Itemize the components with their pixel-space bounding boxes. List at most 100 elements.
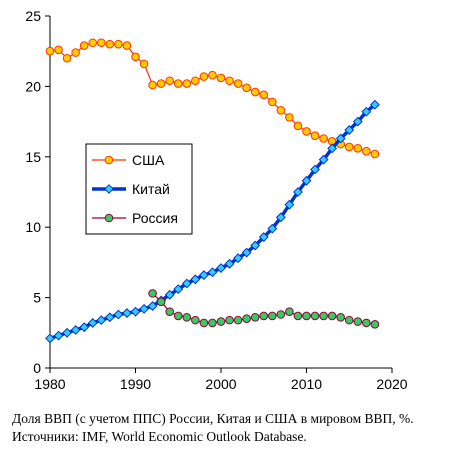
data-point-russia [302,311,311,321]
data-point-russia [285,307,294,316]
y-tick-label: 0 [33,360,41,376]
data-point-china [96,315,107,326]
data-point-usa [302,127,311,136]
data-point-usa [97,38,106,48]
data-point-china [335,133,346,144]
data-point-russia [293,311,303,321]
y-tick-label: 15 [25,149,41,165]
data-point-usa [208,70,217,80]
data-point-usa [259,90,269,100]
legend-marker-usa [104,155,114,165]
data-point-russia [268,311,277,321]
data-point-usa [268,97,277,107]
data-point-china [267,223,278,234]
data-point-usa [54,45,63,55]
data-point-russia [250,313,260,322]
data-point-russia [327,311,337,321]
legend-marker-china [104,184,114,194]
caption-line-2: Источники: IMF, World Economic Outlook D… [12,429,307,444]
data-point-china [104,312,115,323]
data-point-china [310,164,320,175]
data-point-china [293,187,303,197]
data-point-russia [362,318,371,328]
data-point-russia [319,311,328,321]
data-point-usa [353,144,363,153]
data-point-usa [156,79,166,88]
data-point-usa [225,76,234,86]
data-point-china [216,263,226,273]
data-point-china [173,284,184,295]
data-point-china [233,253,244,264]
data-point-usa [344,142,354,152]
series-russia [148,289,380,329]
data-point-usa [139,59,149,69]
data-point-china [301,175,312,186]
chart: 0 5 10 15 20 25 1980 1990 2000 2010 2020 США Китай Р… [25,8,407,392]
data-point-russia [233,315,243,325]
data-point-china [207,267,218,278]
data-point-usa [114,39,123,49]
data-point-russia [276,310,286,319]
data-point-usa [285,113,294,122]
data-point-china [45,333,55,344]
data-point-usa [88,38,98,48]
data-point-china [113,309,124,320]
data-point-usa [362,146,371,156]
legend-label-china: Китай [132,181,170,197]
data-point-usa [370,149,380,159]
data-point-usa [293,121,303,131]
data-point-russia [310,311,320,321]
data-point-china [369,99,380,110]
y-tick-label: 25 [25,8,41,24]
data-point-russia [199,318,209,328]
data-point-russia [208,318,217,328]
data-point-china [318,154,329,165]
data-point-russia [225,315,234,325]
data-point-china [327,143,338,154]
data-point-usa [105,39,115,49]
data-point-usa [276,106,286,115]
data-point-usa [79,41,89,50]
axes-layer: 0 5 10 15 20 25 1980 1990 2000 2010 2020 [25,8,407,392]
data-point-china [224,258,235,269]
data-point-russia [216,317,226,326]
legend-label-russia: Россия [132,210,178,226]
data-point-russia [173,311,183,321]
data-point-usa [148,80,157,90]
data-point-china [87,318,98,328]
data-point-usa [250,87,260,97]
data-point-china [181,278,192,289]
series-layer [45,38,380,344]
data-point-russia [370,320,380,329]
data-point-usa [199,72,209,81]
data-point-china [79,322,90,333]
data-point-china [250,240,261,251]
data-point-china [164,289,175,300]
data-point-china [139,303,149,314]
data-point-usa [71,48,80,57]
x-tick-label: 1990 [120,376,151,392]
data-point-russia [336,313,346,322]
data-point-china [352,116,363,127]
data-point-russia [182,313,192,322]
data-point-usa [165,76,174,86]
data-point-china [361,106,372,117]
data-point-china [258,232,269,242]
data-point-russia [191,315,200,325]
data-point-usa [319,134,328,143]
data-point-usa [233,79,243,88]
data-point-china [70,325,81,335]
data-point-usa [191,76,200,86]
data-point-china [198,270,209,280]
data-point-china [130,306,141,317]
legend-label-usa: США [132,152,165,168]
data-point-usa [45,46,55,56]
data-point-china [62,327,73,338]
data-point-usa [122,41,132,50]
y-tick-label: 5 [33,290,41,306]
data-point-china [344,125,355,135]
series-china [45,99,380,344]
data-point-usa [62,53,72,63]
data-point-usa [182,79,192,88]
data-point-russia [165,307,174,316]
